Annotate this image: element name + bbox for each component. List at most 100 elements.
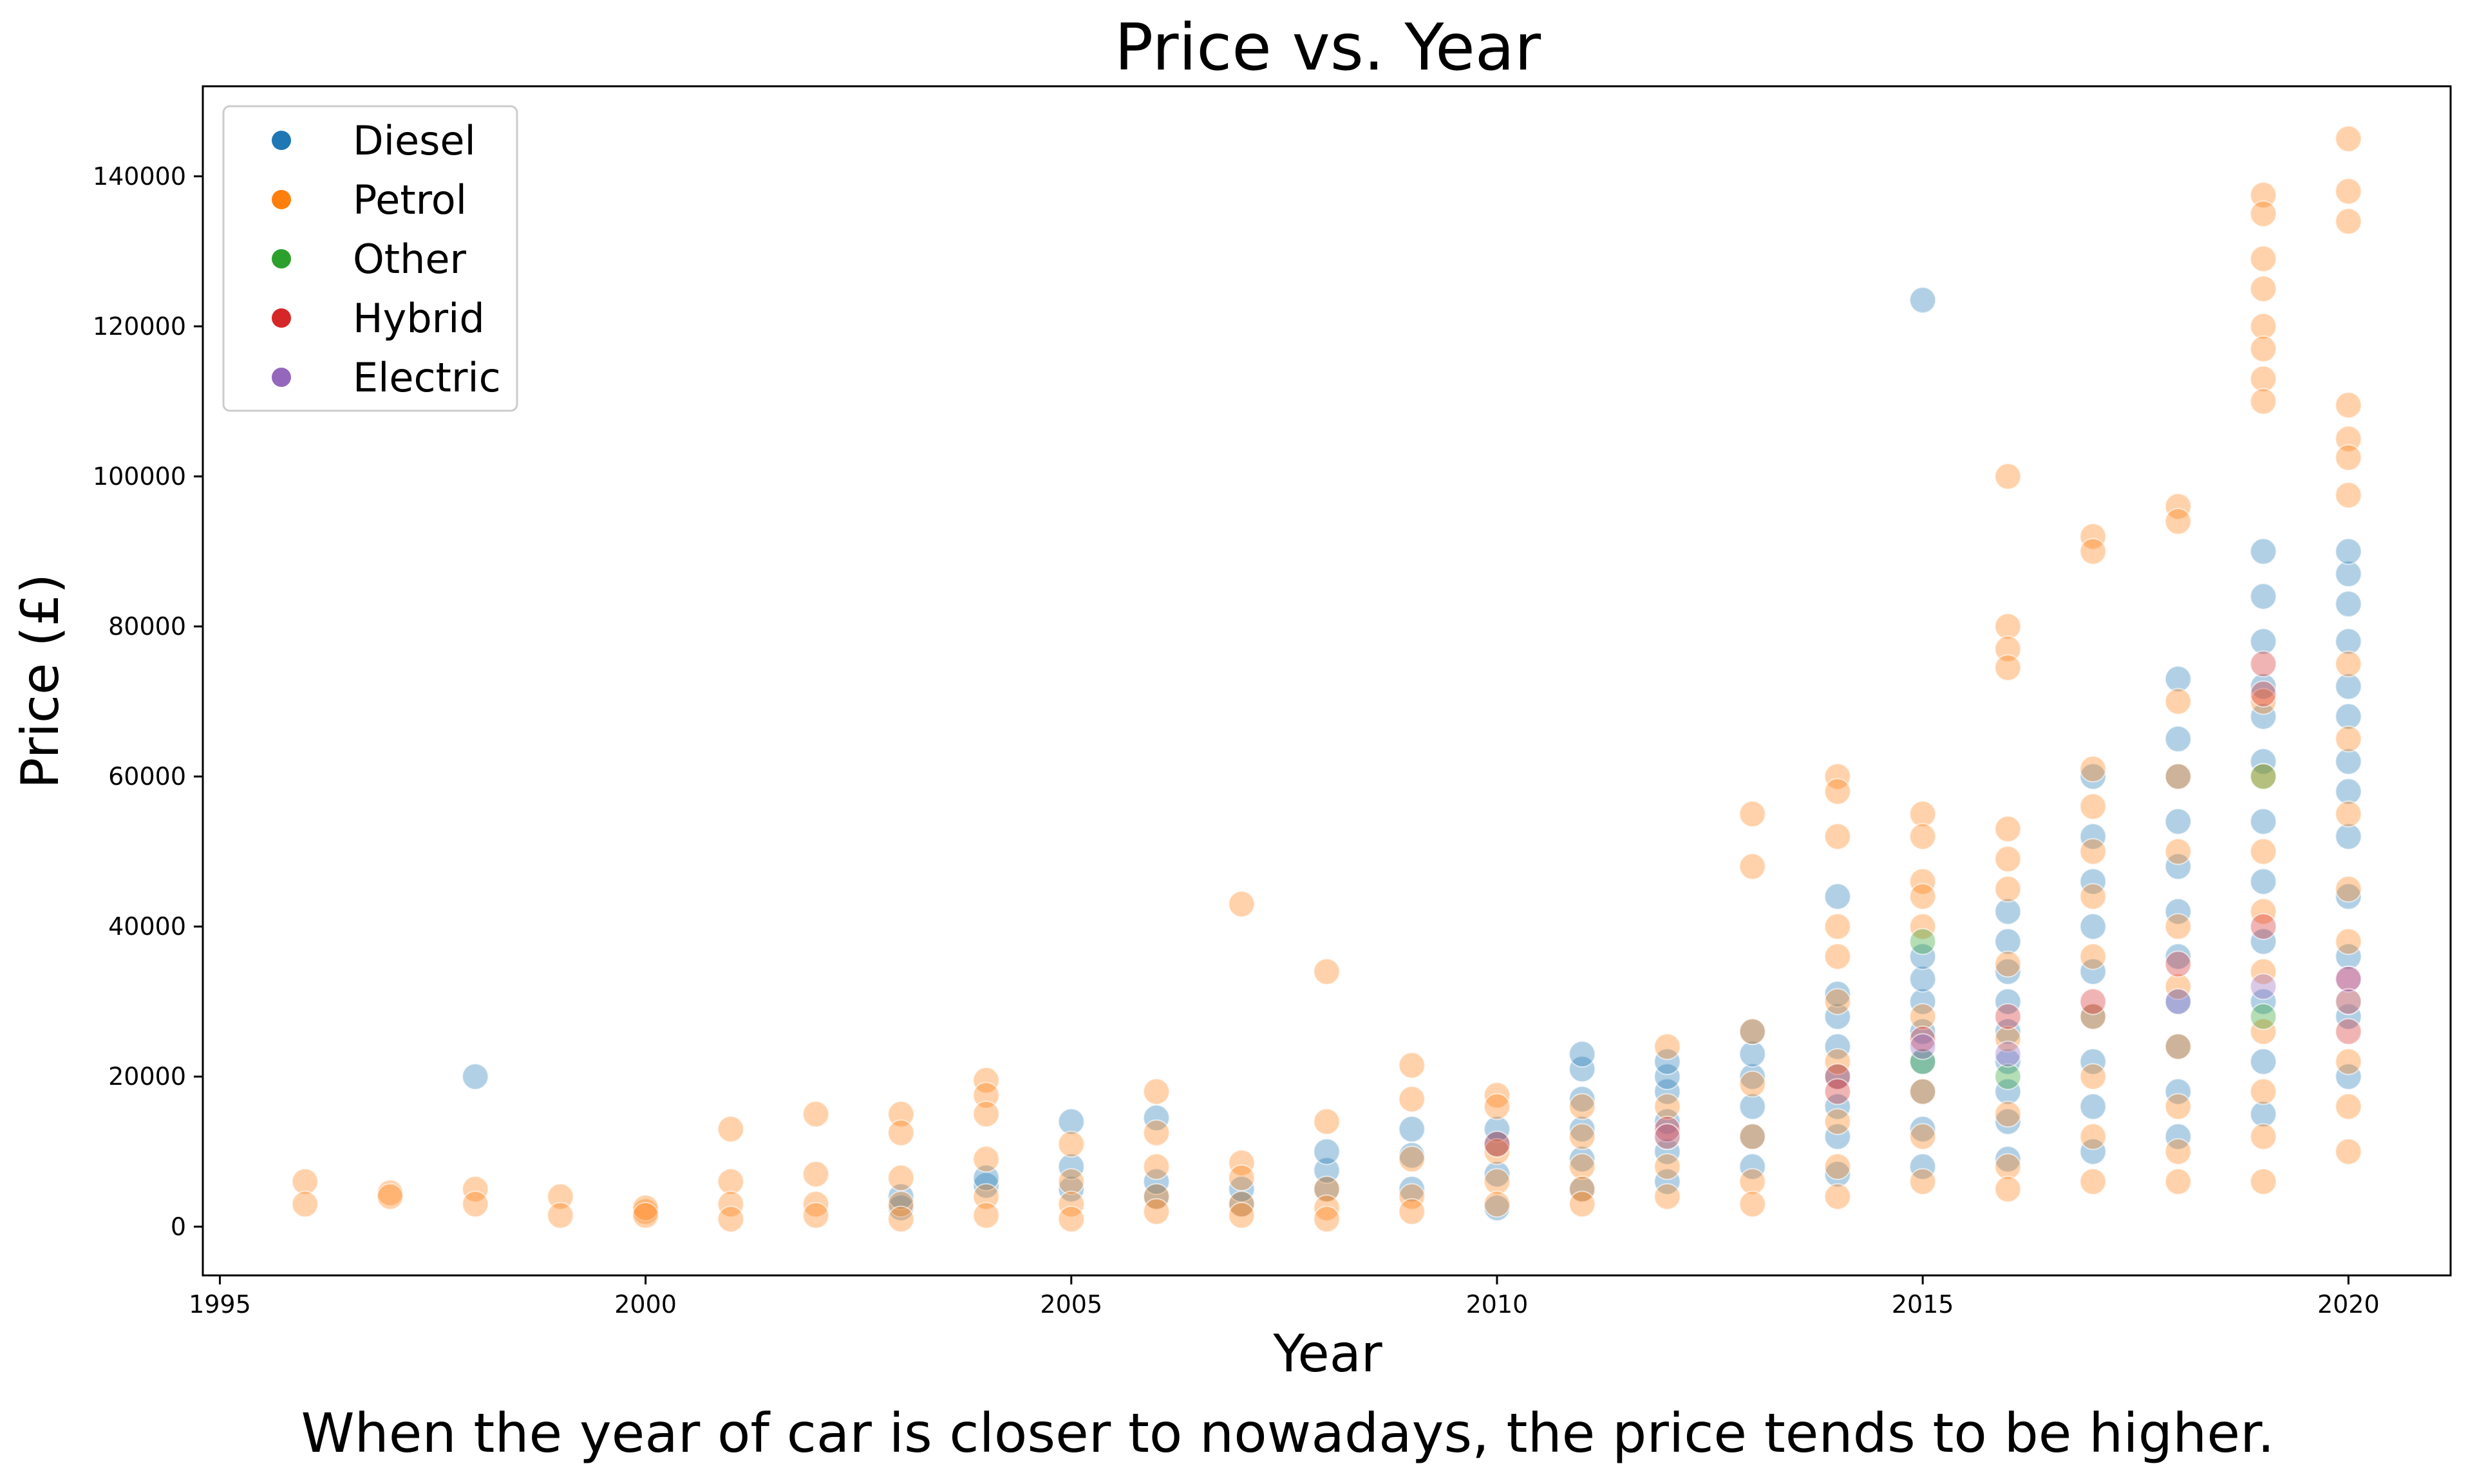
data-point-diesel [2079, 913, 2107, 941]
data-point-petrol [1313, 1108, 1341, 1136]
data-point-diesel [1823, 1160, 1851, 1188]
data-point-petrol [2335, 444, 2362, 471]
data-point-diesel [1909, 1115, 1937, 1143]
data-point-petrol [2335, 1093, 2362, 1120]
legend-marker-diesel [272, 131, 291, 150]
legend-label-electric: Electric [353, 354, 501, 401]
data-point-diesel [2079, 1138, 2107, 1165]
data-point-petrol [2250, 838, 2277, 865]
data-point-diesel [2250, 868, 2277, 896]
data-point-petrol [1143, 1183, 1170, 1210]
data-point-petrol [2250, 365, 2277, 393]
data-point-petrol [632, 1194, 659, 1222]
data-point-petrol [462, 1176, 489, 1203]
data-point-petrol [2335, 725, 2362, 753]
data-point-diesel [1568, 1145, 1596, 1173]
data-point-petrol [1653, 1153, 1681, 1180]
data-point-diesel [2250, 673, 2277, 700]
data-point-diesel [2079, 763, 2107, 791]
data-point-petrol [2079, 755, 2107, 783]
data-point-petrol [1484, 1082, 1511, 1109]
data-point-diesel [1653, 1168, 1681, 1196]
data-point-diesel [2335, 628, 2362, 655]
data-point-diesel [1823, 1033, 1851, 1060]
data-point-diesel [1653, 1063, 1681, 1091]
data-point-diesel [2250, 628, 2277, 655]
data-point-petrol [1398, 1145, 1426, 1173]
data-point-petrol [2164, 1168, 2192, 1196]
data-point-petrol [1823, 988, 1851, 1015]
data-point-petrol [1313, 1176, 1341, 1203]
data-point-petrol [1568, 1123, 1596, 1151]
data-point-diesel [1568, 1040, 1596, 1068]
data-point-diesel [1568, 1085, 1596, 1113]
data-point-diesel [1909, 988, 1937, 1015]
legend-marker-other [272, 249, 291, 268]
data-point-diesel [2335, 702, 2362, 730]
data-point-petrol [1484, 1093, 1511, 1120]
data-point-electric [1994, 1040, 2022, 1068]
data-point-diesel [2335, 560, 2362, 588]
data-point-hybrid [1994, 1003, 2022, 1030]
data-point-petrol [632, 1201, 659, 1229]
data-point-petrol [1823, 763, 1851, 791]
data-point-petrol [2164, 973, 2192, 1000]
data-point-petrol [1568, 1176, 1596, 1203]
data-point-petrol [1143, 1078, 1170, 1105]
data-point-petrol [1738, 1123, 1766, 1151]
data-point-diesel [1653, 1108, 1681, 1136]
data-point-diesel [1909, 1018, 1937, 1046]
data-point-petrol [2250, 200, 2277, 228]
data-point-diesel [1484, 1160, 1511, 1188]
legend-label-diesel: Diesel [353, 117, 476, 164]
data-point-diesel [1568, 1055, 1596, 1083]
y-tick-label: 120000 [93, 312, 186, 341]
data-point-diesel [2335, 883, 2362, 910]
data-point-diesel [2250, 583, 2277, 610]
data-point-other [1994, 1063, 2022, 1091]
data-point-diesel [1313, 1138, 1341, 1165]
data-point-electric [1653, 1123, 1681, 1151]
data-point-petrol [2250, 1078, 2277, 1105]
data-point-petrol [802, 1190, 830, 1218]
data-point-diesel [2335, 778, 2362, 805]
data-point-diesel [2335, 538, 2362, 565]
y-tick-label: 140000 [93, 162, 186, 191]
data-point-petrol [1823, 1108, 1851, 1136]
data-point-diesel [2079, 823, 2107, 850]
data-point-hybrid [2164, 950, 2192, 978]
data-point-petrol [972, 1067, 1000, 1094]
data-point-other [1909, 928, 1937, 955]
legend-label-other: Other [353, 236, 467, 283]
plot-area-frame [202, 85, 2452, 1277]
data-point-petrol [1228, 890, 1256, 918]
data-point-petrol [2250, 1168, 2277, 1196]
data-point-petrol [1313, 1205, 1341, 1233]
data-point-petrol [1823, 778, 1851, 805]
data-point-petrol [972, 1183, 1000, 1210]
data-point-diesel [2164, 808, 2192, 835]
data-point-diesel [2335, 1063, 2362, 1091]
data-point-petrol [2164, 493, 2192, 520]
data-point-petrol [1909, 1123, 1937, 1151]
data-point-petrol [717, 1115, 744, 1143]
data-point-petrol [1228, 1164, 1256, 1192]
x-tick-label: 2015 [1892, 1290, 1954, 1319]
data-point-petrol [2250, 275, 2277, 303]
data-point-petrol [1909, 800, 1937, 828]
data-point-diesel [1484, 1115, 1511, 1143]
data-point-diesel [2250, 928, 2277, 955]
data-point-petrol [2250, 688, 2277, 715]
data-point-petrol [717, 1190, 744, 1218]
data-point-petrol [887, 1190, 915, 1218]
x-tick-label: 2010 [1466, 1290, 1529, 1319]
data-point-petrol [547, 1183, 574, 1210]
data-point-petrol [802, 1201, 830, 1229]
data-point-petrol [1994, 1153, 2022, 1180]
data-point-petrol [1994, 1176, 2022, 1203]
data-point-diesel [1738, 1063, 1766, 1091]
data-point-petrol [2079, 1123, 2107, 1151]
data-point-hybrid [1653, 1115, 1681, 1143]
data-point-petrol [717, 1168, 744, 1196]
data-point-petrol [1909, 868, 1937, 896]
